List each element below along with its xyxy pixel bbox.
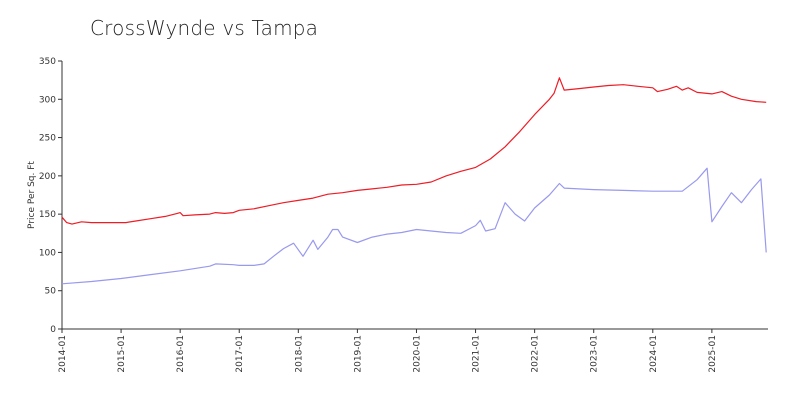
series-line-tampa — [61, 77, 767, 225]
y-tick-label: 100 — [39, 248, 56, 258]
x-tick-label: 2021-01 — [472, 335, 482, 373]
x-tick-label: 2018-01 — [294, 335, 304, 373]
y-tick-label: 50 — [45, 287, 57, 297]
y-tick-label: 300 — [39, 95, 56, 105]
x-tick-label: 2023-01 — [590, 335, 600, 373]
x-tick-label: 2020-01 — [412, 335, 422, 373]
chart-title: CrossWynde vs Tampa — [90, 16, 319, 40]
x-tick-label: 2016-01 — [176, 335, 186, 373]
y-tick-label: 150 — [39, 210, 56, 220]
x-tick-label: 2025-01 — [708, 335, 718, 373]
y-tick-label: 350 — [39, 57, 56, 67]
x-tick-label: 2024-01 — [649, 335, 659, 373]
y-tick-label: 200 — [39, 172, 56, 182]
y-tick-label: 250 — [39, 134, 56, 144]
y-tick-label: 0 — [50, 325, 56, 335]
series-line-crosswynde — [61, 167, 767, 285]
x-tick-label: 2017-01 — [235, 335, 245, 373]
x-tick-label: 2019-01 — [353, 335, 363, 373]
x-tick-label: 2014-01 — [58, 335, 68, 373]
y-axis-label: Price Per Sq. Ft — [27, 161, 37, 229]
x-tick-label: 2022-01 — [531, 335, 541, 373]
x-tick-label: 2015-01 — [117, 335, 127, 373]
